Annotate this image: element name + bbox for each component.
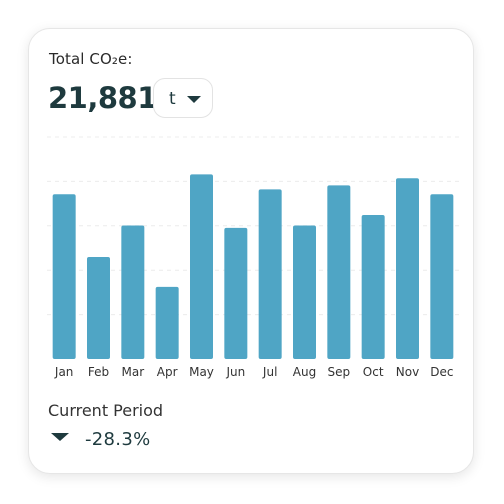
current-period-label: Current Period (48, 401, 164, 420)
x-tick-label-aug: Aug (293, 365, 316, 379)
x-tick-label-mar: Mar (122, 365, 145, 379)
monthly-emissions-bar-chart: Jan Feb Mar Apr May Jun Jul Aug Sep Oct Nov Dec (47, 136, 459, 379)
x-tick-label-feb: Feb (88, 365, 109, 379)
bar-jan[interactable] (52, 194, 76, 359)
unit-select[interactable]: t (153, 78, 213, 118)
x-tick-label-jan: Jan (54, 365, 74, 379)
bar-may[interactable] (190, 174, 213, 359)
bar-jul[interactable] (258, 189, 282, 359)
total-co2e-label: Total CO₂e: (49, 50, 133, 68)
bar-aug[interactable] (293, 225, 316, 359)
bar-sep[interactable] (327, 185, 351, 359)
triangle-down-icon (51, 433, 69, 441)
x-tick-label-dec: Dec (430, 365, 453, 379)
x-tick-label-nov: Nov (396, 365, 419, 379)
bar-nov[interactable] (396, 178, 419, 359)
x-tick-label-oct: Oct (363, 365, 384, 379)
total-co2e-value: 21,881 (48, 81, 157, 115)
x-tick-label-may: May (189, 365, 214, 379)
bar-oct[interactable] (361, 214, 385, 359)
bar-apr[interactable] (155, 286, 179, 359)
chevron-down-icon (187, 96, 201, 103)
bar-mar[interactable] (121, 225, 145, 359)
bar-feb[interactable] (87, 257, 110, 359)
x-tick-label-sep: Sep (328, 365, 351, 379)
co2e-summary-card: Total CO₂e: 21,881 t Jan Feb Mar Apr May Jun J… (28, 28, 474, 474)
x-tick-label-jul: Jul (262, 365, 277, 379)
x-tick-label-apr: Apr (157, 365, 178, 379)
period-change-value: -28.3% (85, 429, 151, 450)
x-tick-label-jun: Jun (225, 365, 245, 379)
bar-dec[interactable] (430, 194, 454, 359)
unit-select-label: t (169, 89, 176, 109)
bar-jun[interactable] (224, 227, 248, 359)
